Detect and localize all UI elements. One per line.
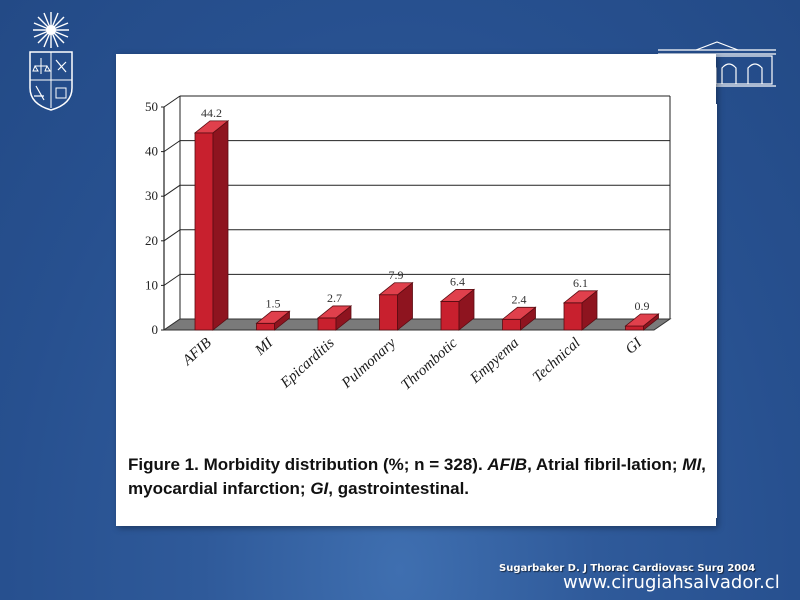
bar-top-AFIB bbox=[193, 120, 230, 134]
x-tick-label-GI: GI bbox=[623, 334, 646, 357]
citation-text: Sugarbaker D. J Thorac Cardiovasc Surg 2… bbox=[499, 563, 756, 574]
x-tick-label-AFIB: AFIB bbox=[179, 335, 215, 369]
bar-Thrombotic bbox=[440, 301, 460, 331]
caption-text-a: Morbidity distribution (%; n = 328). bbox=[198, 455, 488, 474]
website-url: www.cirugiahsalvador.cl bbox=[563, 572, 780, 593]
side-grid-50 bbox=[163, 95, 181, 108]
bar-top-GI bbox=[624, 313, 660, 327]
data-label-Epicarditis: 2.7 bbox=[327, 291, 342, 305]
data-label-Thrombotic: 6.4 bbox=[450, 274, 465, 288]
bar-top-Epicarditis bbox=[316, 305, 353, 319]
y-tick-label-30: 30 bbox=[145, 188, 158, 203]
bar-Technical bbox=[563, 302, 583, 331]
bar-Empyema bbox=[502, 318, 521, 331]
caption-afib: AFIB bbox=[487, 455, 528, 474]
chart-floor bbox=[162, 318, 672, 331]
data-label-Empyema: 2.4 bbox=[512, 292, 527, 306]
bar-top-Pulmonary bbox=[378, 282, 414, 296]
bar-MI bbox=[256, 322, 275, 331]
side-grid-40 bbox=[163, 140, 181, 153]
caption-text-c: , myocardial infarction; bbox=[128, 455, 706, 498]
data-label-MI: 1.5 bbox=[266, 296, 281, 310]
side-grid-20 bbox=[163, 229, 181, 242]
caption-text-b: , Atrial fibril-lation; bbox=[527, 455, 683, 474]
bar-Pulmonary bbox=[379, 294, 398, 331]
bar-top-Empyema bbox=[501, 306, 537, 320]
data-label-Pulmonary: 7.9 bbox=[389, 268, 404, 282]
caption-text-d: , gastrointestinal. bbox=[328, 479, 470, 498]
card-edge bbox=[708, 104, 717, 518]
data-label-Technical: 6.1 bbox=[573, 276, 588, 290]
figure-card: 0 10 20 30 40 50 44.2 AFIB 1.5 MI 2.7 Epicarditis 7.… bbox=[116, 54, 716, 526]
caption-gi: GI bbox=[310, 479, 329, 498]
morbidity-bar-chart: 0 10 20 30 40 50 44.2 AFIB 1.5 MI 2.7 Epicarditis 7.… bbox=[145, 95, 672, 394]
y-tick-label-40: 40 bbox=[145, 144, 158, 159]
y-tick-label-50: 50 bbox=[145, 99, 158, 114]
university-crest-logo bbox=[22, 8, 80, 112]
side-grid-30 bbox=[163, 184, 181, 197]
side-grid-10 bbox=[163, 273, 181, 286]
x-tick-label-Empyema: Empyema bbox=[467, 335, 522, 387]
y-tick-label-20: 20 bbox=[145, 233, 158, 248]
bar-Epicarditis bbox=[317, 317, 337, 331]
x-tick-label-Technical: Technical bbox=[530, 335, 584, 386]
caption-mi: MI bbox=[682, 455, 702, 474]
bar-top-Thrombotic bbox=[439, 289, 476, 302]
bar-GI bbox=[625, 325, 644, 331]
bar-side-AFIB bbox=[212, 120, 229, 331]
data-label-GI: 0.9 bbox=[635, 299, 650, 313]
figure-caption: Figure 1. Morbidity distribution (%; n =… bbox=[128, 453, 708, 501]
y-tick-label-10: 10 bbox=[145, 277, 158, 292]
bar-AFIB bbox=[194, 132, 214, 331]
caption-figure-label: Figure 1. bbox=[128, 455, 199, 474]
data-label-AFIB: 44.2 bbox=[201, 106, 222, 120]
x-tick-label-Epicarditis: Epicarditis bbox=[277, 335, 338, 392]
bar-top-Technical bbox=[562, 290, 599, 304]
x-tick-label-Pulmonary: Pulmonary bbox=[338, 335, 399, 392]
y-tick-label-0: 0 bbox=[152, 322, 159, 337]
x-tick-label-Thrombotic: Thrombotic bbox=[398, 335, 461, 394]
x-tick-label-MI: MI bbox=[252, 334, 277, 359]
bar-top-MI bbox=[255, 310, 291, 324]
